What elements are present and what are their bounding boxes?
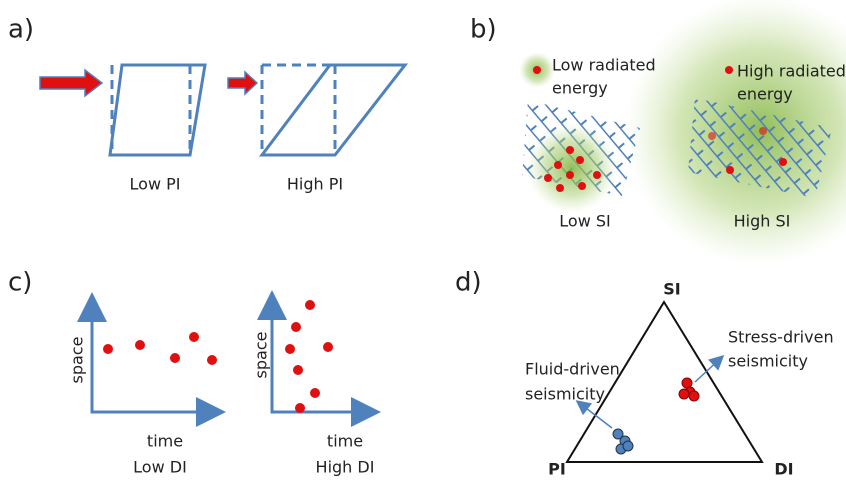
note: Low radiated: [552, 56, 656, 75]
axes: [92, 300, 220, 412]
caption: Low PI: [130, 175, 181, 194]
axes: [272, 300, 375, 412]
caption: High PI: [287, 175, 343, 194]
caption: Low DI: [133, 458, 187, 477]
note: Fluid-driven: [525, 360, 620, 379]
axis-label: space: [68, 337, 87, 384]
glow: [527, 123, 617, 213]
arrow: [578, 402, 612, 428]
arrow: [40, 70, 102, 96]
axis-label: time: [327, 432, 363, 451]
axis-label: space: [252, 332, 271, 379]
vertex-label: PI: [548, 460, 566, 479]
panel-label: a): [8, 15, 34, 45]
events: [103, 332, 217, 365]
vertex-label: SI: [663, 280, 680, 299]
caption: Low SI: [559, 212, 610, 231]
panel-label: c): [8, 268, 32, 298]
fluid-cluster: [613, 429, 633, 454]
note: High radiated: [737, 62, 846, 81]
panel-label: d): [455, 268, 482, 298]
events: [285, 300, 333, 413]
axis-label: time: [147, 432, 183, 451]
note: seismicity: [728, 352, 808, 371]
vertex-label: DI: [774, 460, 793, 479]
note: seismicity: [525, 385, 605, 404]
ternary-triangle: [567, 302, 762, 462]
caption: High SI: [734, 212, 791, 231]
note: energy: [552, 79, 608, 98]
note: Stress-driven: [728, 328, 834, 347]
note: energy: [737, 85, 793, 104]
figure: a) Low PI High PI b) Low radiated energy…: [0, 0, 846, 487]
caption: High DI: [316, 458, 375, 477]
arrow: [228, 72, 257, 94]
panel-label: b): [470, 15, 497, 45]
